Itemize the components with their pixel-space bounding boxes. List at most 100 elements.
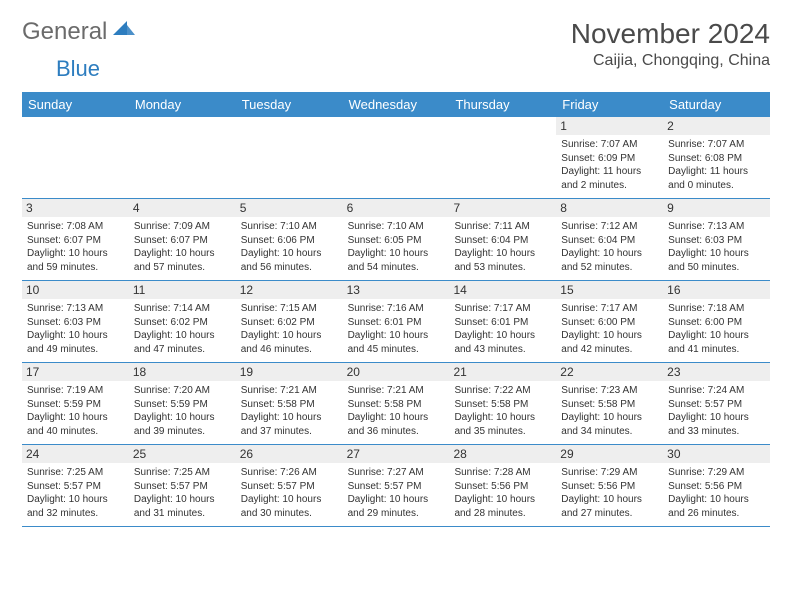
sunset-line: Sunset: 5:57 PM (27, 480, 124, 494)
calendar-empty-cell (236, 117, 343, 198)
day-number: 20 (343, 363, 450, 381)
sunset-line: Sunset: 6:01 PM (454, 316, 551, 330)
sunrise-line: Sunrise: 7:16 AM (348, 302, 445, 316)
weekday-header-row: SundayMondayTuesdayWednesdayThursdayFrid… (22, 92, 770, 117)
sunset-line: Sunset: 6:00 PM (668, 316, 765, 330)
sunset-line: Sunset: 6:04 PM (454, 234, 551, 248)
sunrise-line: Sunrise: 7:13 AM (668, 220, 765, 234)
daylight-line: Daylight: 10 hours and 37 minutes. (241, 411, 338, 438)
weekday-header-cell: Tuesday (236, 92, 343, 117)
daylight-line: Daylight: 10 hours and 53 minutes. (454, 247, 551, 274)
sunrise-line: Sunrise: 7:07 AM (668, 138, 765, 152)
calendar-day-cell: 18Sunrise: 7:20 AMSunset: 5:59 PMDayligh… (129, 363, 236, 444)
sunset-line: Sunset: 5:58 PM (561, 398, 658, 412)
sunset-line: Sunset: 5:56 PM (454, 480, 551, 494)
sunrise-line: Sunrise: 7:25 AM (27, 466, 124, 480)
calendar-day-cell: 24 Sunrise: 7:25 AMSunset: 5:57 PMDayligh… (22, 445, 129, 526)
day-number: 3 (22, 199, 129, 217)
day-number: 24 (22, 445, 129, 463)
sunrise-line: Sunrise: 7:26 AM (241, 466, 338, 480)
sunrise-line: Sunrise: 7:08 AM (27, 220, 124, 234)
calendar-empty-cell (449, 117, 556, 198)
day-number: 6 (343, 199, 450, 217)
daylight-line: Daylight: 11 hours and 0 minutes. (668, 165, 765, 192)
location: Caijia, Chongqing, China (571, 52, 770, 70)
day-number: 8 (556, 199, 663, 217)
daylight-line: Daylight: 10 hours and 30 minutes. (241, 493, 338, 520)
daylight-line: Daylight: 10 hours and 49 minutes. (27, 329, 124, 356)
day-number: 10 (22, 281, 129, 299)
sunrise-line: Sunrise: 7:12 AM (561, 220, 658, 234)
sunrise-line: Sunrise: 7:17 AM (561, 302, 658, 316)
calendar-day-cell: 25Sunrise: 7:25 AMSunset: 5:57 PMDayligh… (129, 445, 236, 526)
calendar-day-cell: 5Sunrise: 7:10 AMSunset: 6:06 PMDaylight… (236, 199, 343, 280)
day-number: 9 (663, 199, 770, 217)
calendar-day-cell: 30Sunrise: 7:29 AMSunset: 5:56 PMDayligh… (663, 445, 770, 526)
sunset-line: Sunset: 6:05 PM (348, 234, 445, 248)
sunset-line: Sunset: 6:00 PM (561, 316, 658, 330)
day-number: 18 (129, 363, 236, 381)
daylight-line: Daylight: 10 hours and 36 minutes. (348, 411, 445, 438)
logo: General (22, 18, 137, 46)
sunset-line: Sunset: 5:59 PM (27, 398, 124, 412)
sunset-line: Sunset: 6:08 PM (668, 152, 765, 166)
sunrise-line: Sunrise: 7:25 AM (134, 466, 231, 480)
sunrise-line: Sunrise: 7:29 AM (668, 466, 765, 480)
day-number: 15 (556, 281, 663, 299)
day-number: 27 (343, 445, 450, 463)
calendar-day-cell: 1Sunrise: 7:07 AMSunset: 6:09 PMDaylight… (556, 117, 663, 198)
daylight-line: Daylight: 10 hours and 33 minutes. (668, 411, 765, 438)
calendar-day-cell: 14Sunrise: 7:17 AMSunset: 6:01 PMDayligh… (449, 281, 556, 362)
daylight-line: Daylight: 11 hours and 2 minutes. (561, 165, 658, 192)
weekday-header-cell: Monday (129, 92, 236, 117)
calendar-day-cell: 23Sunrise: 7:24 AMSunset: 5:57 PMDayligh… (663, 363, 770, 444)
day-number: 14 (449, 281, 556, 299)
calendar-day-cell: 15 Sunrise: 7:17 AMSunset: 6:00 PMDayligh… (556, 281, 663, 362)
sunrise-line: Sunrise: 7:27 AM (348, 466, 445, 480)
calendar-day-cell: 28Sunrise: 7:28 AMSunset: 5:56 PMDayligh… (449, 445, 556, 526)
day-number: 4 (129, 199, 236, 217)
calendar-day-cell: 27Sunrise: 7:27 AMSunset: 5:57 PMDayligh… (343, 445, 450, 526)
daylight-line: Daylight: 10 hours and 47 minutes. (134, 329, 231, 356)
day-number: 12 (236, 281, 343, 299)
sunrise-line: Sunrise: 7:10 AM (241, 220, 338, 234)
calendar-day-cell: 20Sunrise: 7:21 AMSunset: 5:58 PMDayligh… (343, 363, 450, 444)
sunrise-line: Sunrise: 7:29 AM (561, 466, 658, 480)
day-number: 7 (449, 199, 556, 217)
calendar-day-cell: 22Sunrise: 7:23 AMSunset: 5:58 PMDayligh… (556, 363, 663, 444)
sunrise-line: Sunrise: 7:21 AM (348, 384, 445, 398)
daylight-line: Daylight: 10 hours and 46 minutes. (241, 329, 338, 356)
daylight-line: Daylight: 10 hours and 29 minutes. (348, 493, 445, 520)
calendar-day-cell: 10Sunrise: 7:13 AMSunset: 6:03 PMDayligh… (22, 281, 129, 362)
sunrise-line: Sunrise: 7:09 AM (134, 220, 231, 234)
daylight-line: Daylight: 10 hours and 54 minutes. (348, 247, 445, 274)
daylight-line: Daylight: 10 hours and 52 minutes. (561, 247, 658, 274)
calendar-day-cell: 21Sunrise: 7:22 AMSunset: 5:58 PMDayligh… (449, 363, 556, 444)
daylight-line: Daylight: 10 hours and 59 minutes. (27, 247, 124, 274)
day-number: 5 (236, 199, 343, 217)
sunrise-line: Sunrise: 7:15 AM (241, 302, 338, 316)
calendar-day-cell: 3 Sunrise: 7:08 AMSunset: 6:07 PMDaylight… (22, 199, 129, 280)
sunrise-line: Sunrise: 7:07 AM (561, 138, 658, 152)
logo-triangle-icon (113, 19, 135, 40)
sunrise-line: Sunrise: 7:13 AM (27, 302, 124, 316)
day-number: 23 (663, 363, 770, 381)
daylight-line: Daylight: 10 hours and 39 minutes. (134, 411, 231, 438)
sunrise-line: Sunrise: 7:23 AM (561, 384, 658, 398)
daylight-line: Daylight: 10 hours and 41 minutes. (668, 329, 765, 356)
calendar-grid: SundayMondayTuesdayWednesdayThursdayFrid… (22, 92, 770, 527)
daylight-line: Daylight: 10 hours and 26 minutes. (668, 493, 765, 520)
daylight-line: Daylight: 10 hours and 42 minutes. (561, 329, 658, 356)
daylight-line: Daylight: 10 hours and 32 minutes. (27, 493, 124, 520)
sunset-line: Sunset: 6:07 PM (27, 234, 124, 248)
sunset-line: Sunset: 6:04 PM (561, 234, 658, 248)
logo-text-gray: General (22, 18, 107, 46)
month-title: November 2024 (571, 18, 770, 50)
calendar-day-cell: 11Sunrise: 7:14 AMSunset: 6:02 PMDayligh… (129, 281, 236, 362)
day-number: 11 (129, 281, 236, 299)
sunset-line: Sunset: 6:03 PM (668, 234, 765, 248)
calendar-day-cell: 6Sunrise: 7:10 AMSunset: 6:05 PMDaylight… (343, 199, 450, 280)
day-number: 16 (663, 281, 770, 299)
weekday-header-cell: Thursday (449, 92, 556, 117)
sunset-line: Sunset: 6:02 PM (134, 316, 231, 330)
